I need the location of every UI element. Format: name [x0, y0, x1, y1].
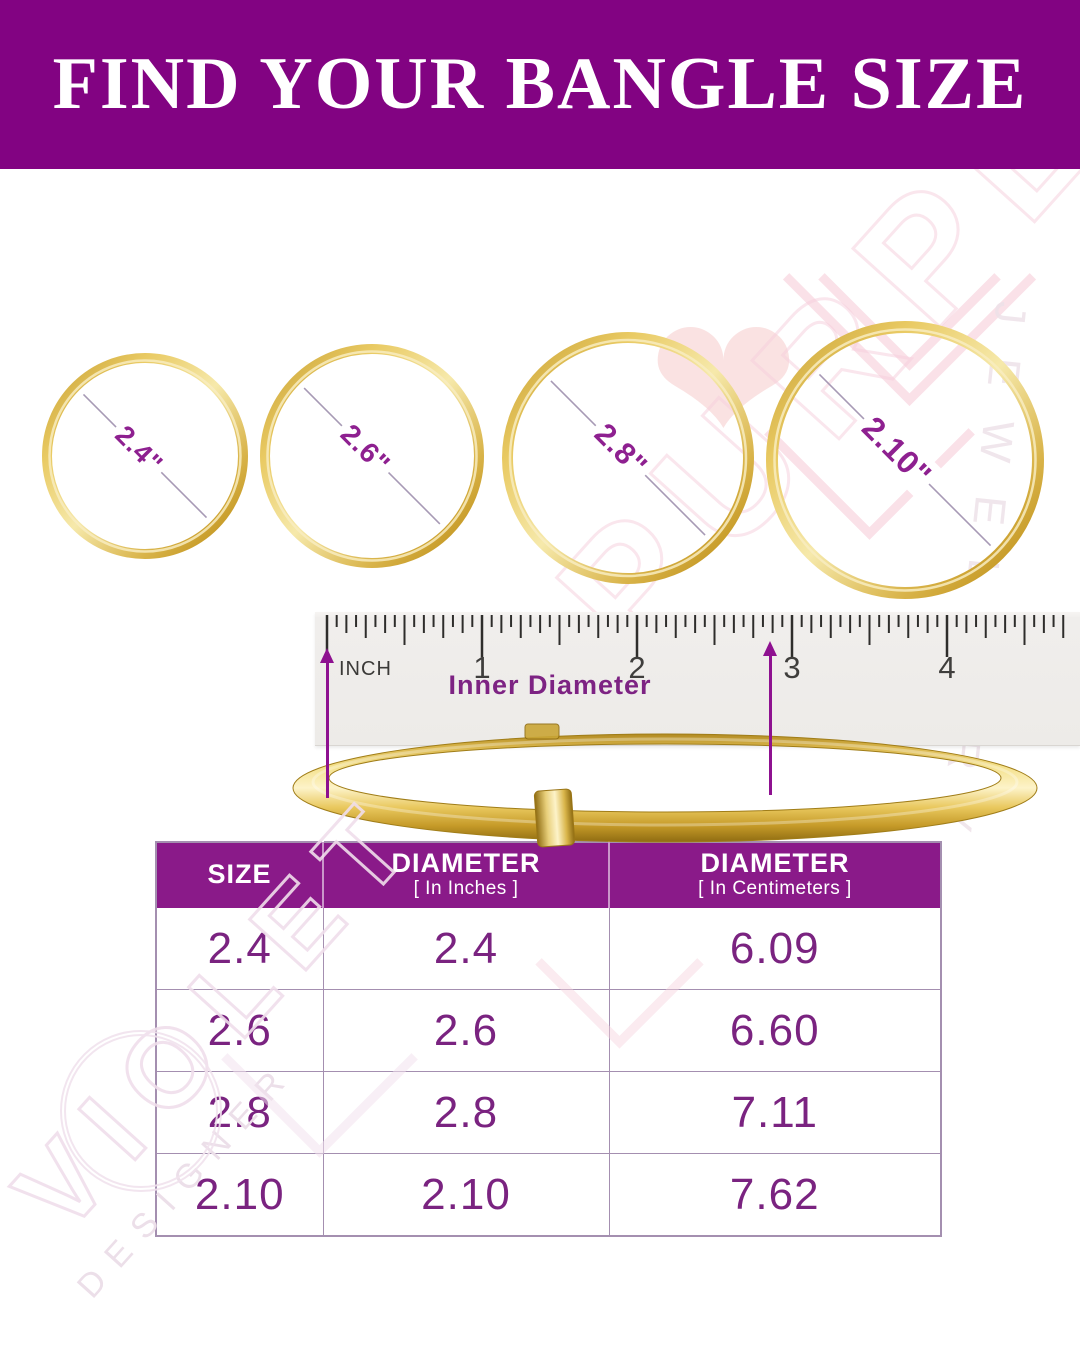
table-row: 2.4 2.4 6.09: [155, 907, 942, 990]
bangle-circle: 2.6": [257, 341, 487, 571]
page-title: FIND YOUR BANGLE SIZE: [52, 43, 1028, 125]
bangle-circle: 2.8": [499, 329, 757, 587]
table-cell-size: 2.10: [155, 1153, 324, 1237]
bangle-hinge: [524, 723, 560, 740]
table-cell-size: 2.6: [155, 989, 324, 1072]
table-cell-centimeters: 7.62: [608, 1153, 942, 1237]
table-row: 2.6 2.6 6.60: [155, 989, 942, 1072]
ruler-inch-number: 4: [938, 650, 956, 685]
ruler: INCH 1 2 3 4 Inner Diameter: [315, 612, 1080, 746]
gold-ring-graphic: [502, 332, 754, 584]
arrow-up-icon: [763, 641, 777, 656]
ruler-ticks: [325, 615, 1065, 657]
ruler-inch-number: 1: [473, 650, 491, 685]
table-row: 2.10 2.10 7.62: [155, 1153, 942, 1237]
ruler-unit-label: INCH: [339, 658, 392, 680]
brand-ring-watermark: [60, 1030, 222, 1192]
ruler-inch-number: 2: [628, 650, 646, 685]
table-cell-centimeters: 7.11: [608, 1071, 942, 1154]
ruler-inch-number: 3: [783, 650, 801, 685]
gold-ring-graphic: [260, 344, 484, 568]
table-cell-size: 2.4: [155, 907, 324, 990]
col-header-size: SIZE: [155, 841, 324, 908]
bangle-circle: 2.4": [39, 350, 251, 562]
bangle-highlight: [311, 737, 1019, 827]
col-header-diameter-centimeters: DIAMETER [ In Centimeters ]: [608, 841, 942, 908]
right-measure-arrow: [763, 641, 777, 795]
arrow-up-icon: [320, 648, 334, 663]
gold-bangle-image: [292, 723, 1038, 848]
table-row: 2.8 2.8 7.11: [155, 1071, 942, 1154]
bangle-circle: 2.10": [763, 318, 1047, 602]
table-cell-inches: 2.10: [322, 1153, 610, 1237]
left-measure-arrow: [320, 648, 334, 798]
table-cell-inches: 2.8: [322, 1071, 610, 1154]
table-cell-centimeters: 6.09: [608, 907, 942, 990]
inner-diameter-label: Inner Diameter: [448, 670, 652, 700]
bangle-clasp: [533, 788, 576, 848]
table-cell-inches: 2.6: [322, 989, 610, 1072]
gold-ring-graphic: [766, 321, 1044, 599]
table-cell-centimeters: 6.60: [608, 989, 942, 1072]
header-banner: FIND YOUR BANGLE SIZE: [0, 0, 1080, 169]
size-table: SIZE DIAMETER [ In Inches ] DIAMETER [ I…: [155, 841, 942, 1237]
